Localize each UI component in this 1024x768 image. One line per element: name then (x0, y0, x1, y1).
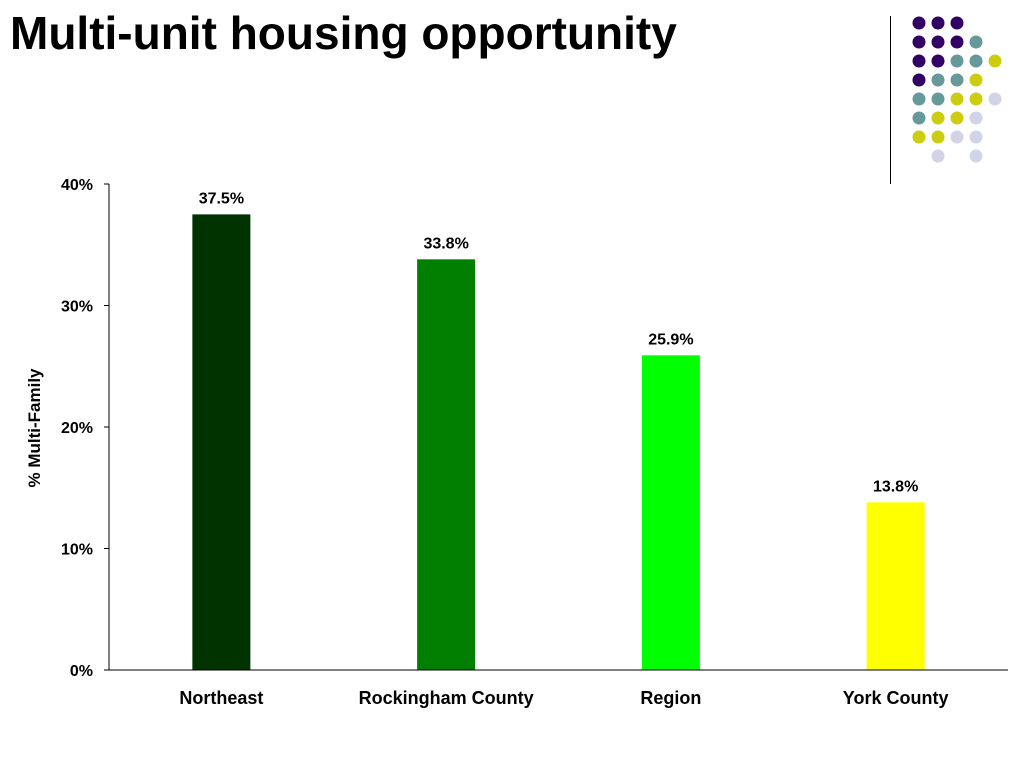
decorative-dot (969, 149, 983, 163)
decorative-dot (931, 16, 945, 30)
decorative-dot (912, 111, 926, 125)
decorative-dot (988, 92, 1002, 106)
decorative-dot (912, 16, 926, 30)
bar (641, 355, 700, 670)
decorative-dot (969, 92, 983, 106)
x-axis-tick-labels: Northeast Rockingham County Region York Cou… (179, 688, 948, 708)
decorative-dot (931, 92, 945, 106)
y-axis-ticks: 0% 10% 20% 30% 40% (61, 177, 109, 680)
decorative-dot (950, 73, 964, 87)
decorative-dot (912, 92, 926, 106)
decorative-dot (969, 73, 983, 87)
decorative-dot (931, 149, 945, 163)
decorative-dot-grid (912, 16, 1002, 163)
y-tick-label: 0% (70, 663, 93, 680)
decorative-dot (931, 130, 945, 144)
x-tick-label: Region (640, 688, 701, 708)
x-tick-label: York County (843, 688, 949, 708)
bar-value-label: 25.9% (648, 331, 693, 348)
bars (192, 214, 925, 670)
bar (192, 214, 251, 670)
y-tick-label: 30% (61, 299, 93, 316)
decorative-dot (931, 54, 945, 68)
decorative-dot (912, 130, 926, 144)
bar (417, 259, 476, 670)
bar-value-label: 37.5% (199, 190, 244, 207)
decorative-dot (969, 54, 983, 68)
decorative-dot (969, 111, 983, 125)
y-axis-title: % Multi-Family (25, 368, 44, 488)
decorative-dot (950, 54, 964, 68)
decorative-dot (950, 130, 964, 144)
x-tick-label: Rockingham County (359, 688, 534, 708)
bar-value-label: 13.8% (873, 478, 918, 495)
decorative-dot (950, 111, 964, 125)
decorative-dot (912, 35, 926, 49)
bar (866, 502, 925, 670)
decorative-dot (969, 130, 983, 144)
decorative-dot (912, 54, 926, 68)
decorative-dot (931, 111, 945, 125)
decorative-dot (950, 35, 964, 49)
decorative-dot (988, 54, 1002, 68)
decorative-dot (931, 73, 945, 87)
data-labels: 37.5% 33.8% 25.9% 13.8% (199, 190, 919, 495)
decorative-dot (931, 35, 945, 49)
slide-title: Multi-unit housing opportunity (10, 7, 677, 59)
title-divider-line (890, 16, 891, 184)
y-tick-label: 40% (61, 177, 93, 194)
x-tick-label: Northeast (179, 688, 263, 708)
decorative-dot (969, 35, 983, 49)
bar-value-label: 33.8% (423, 235, 468, 252)
decorative-dot (950, 92, 964, 106)
y-tick-label: 10% (61, 542, 93, 559)
decorative-dot (950, 16, 964, 30)
y-tick-label: 20% (61, 420, 93, 437)
decorative-dot (912, 73, 926, 87)
